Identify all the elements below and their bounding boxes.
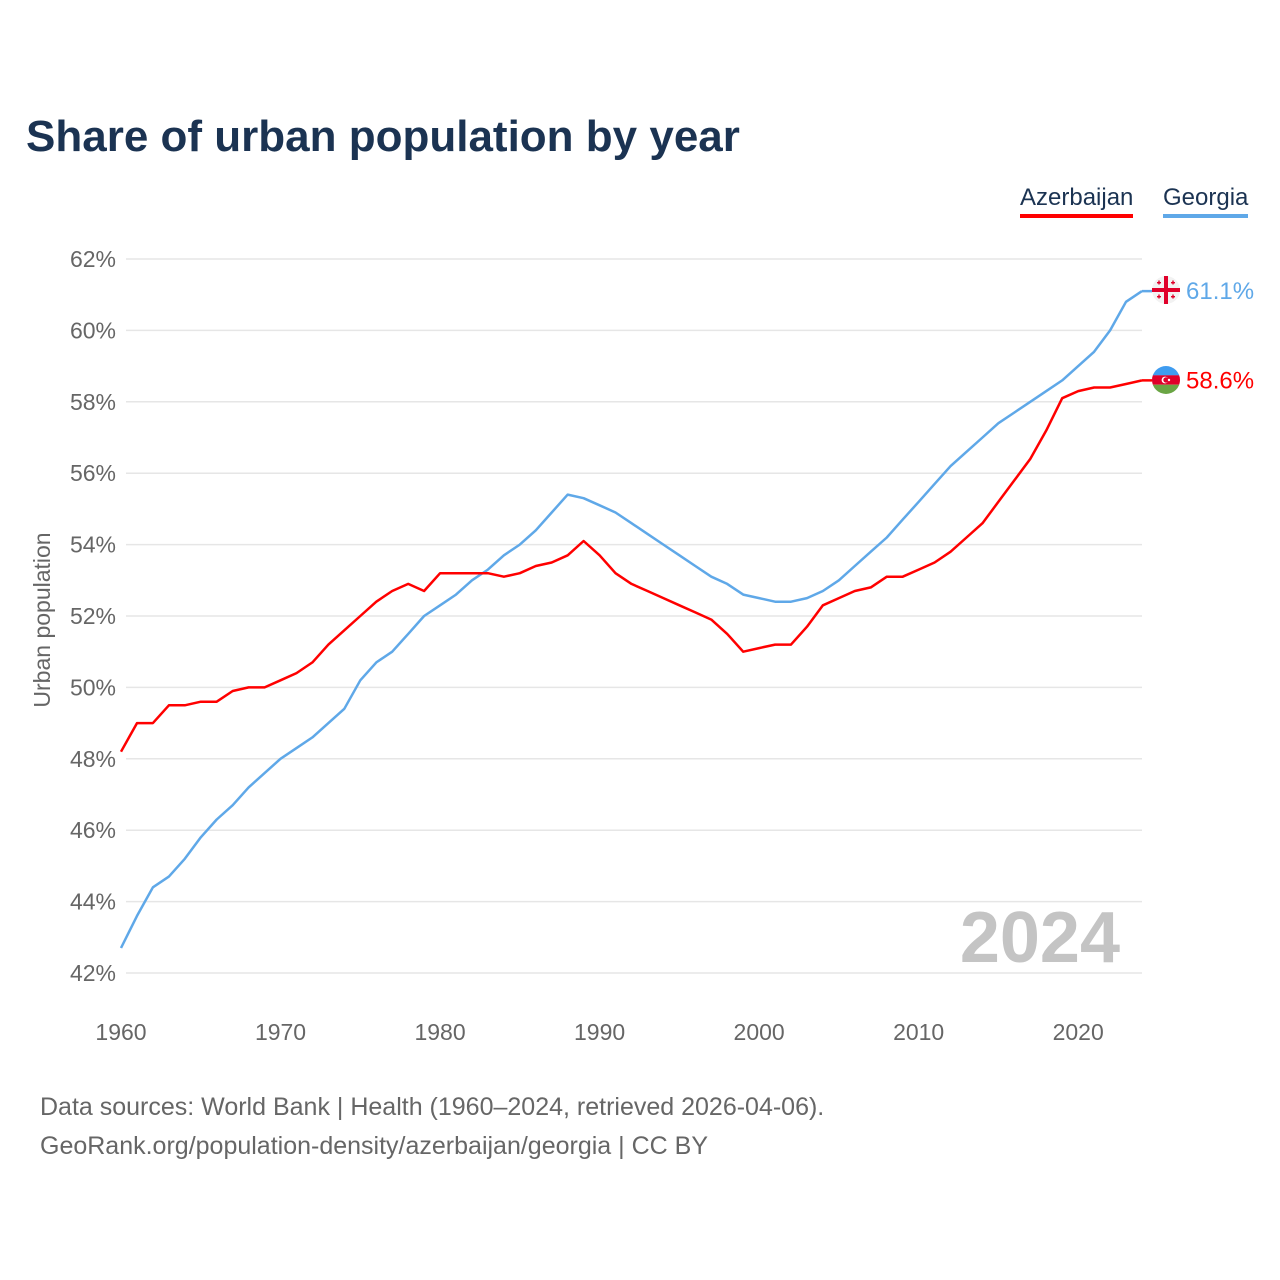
x-tick-label: 1990: [574, 1019, 625, 1045]
end-value-label-azerbaijan: 58.6%: [1186, 367, 1254, 394]
georgia-flag-icon: [1152, 276, 1180, 304]
x-tick-label: 2000: [734, 1019, 785, 1045]
y-tick-label: 44%: [70, 889, 116, 915]
y-tick-label: 48%: [70, 746, 116, 772]
source-line-2[interactable]: GeoRank.org/population-density/azerbaija…: [40, 1132, 708, 1160]
legend-georgia[interactable]: Georgia: [1163, 184, 1249, 218]
line-chart: 42% 44% 46% 48% 50% 52% 54% 56% 58% 60% 62% 1960 19…: [29, 246, 1254, 1045]
y-axis-label: Urban population: [29, 532, 55, 707]
y-tick-label: 60%: [70, 317, 116, 343]
y-tick-label: 42%: [70, 960, 116, 986]
source-line-1: Data sources: World Bank | Health (1960–…: [40, 1093, 825, 1121]
end-value-label-georgia: 61.1%: [1186, 278, 1254, 305]
legend-azerbaijan[interactable]: Azerbaijan: [1020, 184, 1134, 218]
x-tick-label: 2010: [893, 1019, 944, 1045]
y-tick-label: 52%: [70, 603, 116, 629]
year-watermark: 2024: [960, 898, 1120, 978]
series-line-georgia[interactable]: [119, 290, 1143, 949]
x-tick-label: 2020: [1053, 1019, 1104, 1045]
x-tick-label: 1980: [414, 1019, 465, 1045]
x-tick-label: 1960: [95, 1019, 146, 1045]
y-tick-label: 54%: [70, 532, 116, 558]
y-tick-label: 62%: [70, 246, 116, 272]
series-line-azerbaijan[interactable]: [119, 379, 1143, 753]
y-tick-label: 58%: [70, 389, 116, 415]
x-tick-label: 1970: [255, 1019, 306, 1045]
y-tick-label: 46%: [70, 817, 116, 843]
source-note: Data sources: World Bank | Health (1960–…: [40, 1088, 824, 1166]
chart-title: Share of urban population by year: [26, 112, 740, 161]
azerbaijan-flag-icon: [1152, 366, 1180, 394]
y-tick-label: 50%: [70, 674, 116, 700]
y-tick-label: 56%: [70, 460, 116, 486]
